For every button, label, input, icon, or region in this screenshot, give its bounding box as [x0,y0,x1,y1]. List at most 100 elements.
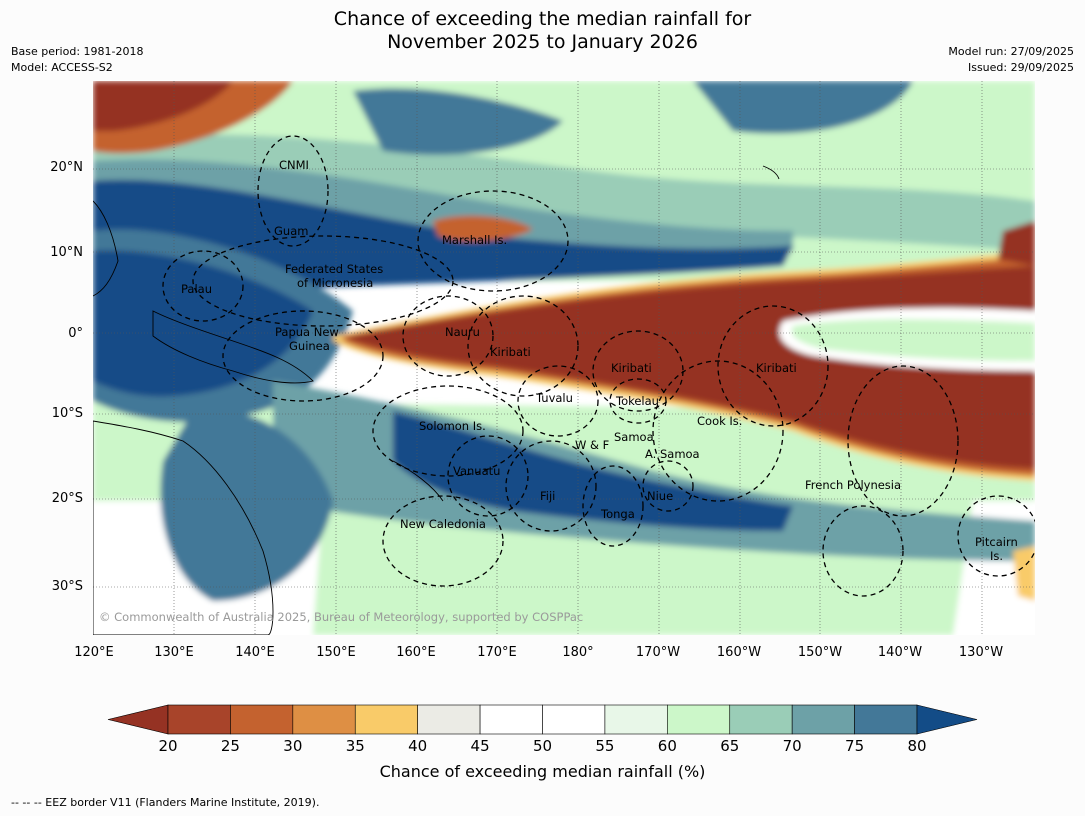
colorbar-tick-label: 45 [470,737,490,755]
colorbar-segment [604,704,668,735]
south-wet-band [273,381,1035,561]
metadata-left: Base period: 1981-2018 Model: ACCESS-S2 [11,44,143,76]
place-label-png-2: Guinea [289,339,330,353]
rainfall-map [93,81,1035,635]
place-label-cook: Cook Is. [697,414,743,428]
colorbar-segment [479,704,543,735]
colorbar [107,704,978,735]
colorbar-tick-label: 55 [595,737,615,755]
colorbar-segment [729,704,793,735]
lon-label-160e: 160°E [396,645,436,660]
colorbar-segment [292,704,356,735]
lon-label-170e: 170°E [477,645,517,660]
metadata-right: Model run: 27/09/2025 Issued: 29/09/2025 [948,44,1074,76]
colorbar-overflow-arrow [916,704,978,735]
colorbar-segment [417,704,481,735]
australia-coast [93,420,274,635]
place-label-niue: Niue [647,489,674,503]
place-label-kiribati-central: Kiribati [611,361,652,375]
place-label-wallis-futuna: W & F [575,438,610,452]
lat-label-20s: 20°S [51,491,83,506]
place-label-nauru: Nauru [445,325,480,339]
eez-kiribati-east [717,305,829,427]
place-label-kiribati-east: Kiribati [756,361,797,375]
lon-label-120e: 120°E [74,645,114,660]
colorbar-segment [167,704,231,735]
green-patch-east [791,319,1035,361]
northwest-dry-core [93,81,233,131]
eez-niue [642,460,694,512]
colorbar-segment [667,704,731,735]
title-line-1: Chance of exceeding the median rainfall … [333,8,752,30]
place-label-fiji: Fiji [540,489,556,503]
eez-kiribati-west [467,295,579,397]
lon-label-140w: 140°W [877,645,923,660]
issued-date: Issued: 29/09/2025 [967,61,1074,74]
lat-label-10n: 10°N [50,245,83,260]
eez-palau [162,250,244,322]
colorbar-tick-label: 20 [158,737,178,755]
map-canvas [93,81,1035,635]
colorbar-tick-label: 70 [782,737,802,755]
colorbar-tick-label: 50 [532,737,553,755]
eez-new-caledonia [382,495,504,587]
colorbar-tick-label: 35 [345,737,365,755]
new-caledonia-coast [392,460,444,502]
colorbar-tick-label: 40 [408,737,428,755]
colorbar-segment [354,704,418,735]
colorbar-tick-label: 80 [907,737,927,755]
title-line-2: November 2025 to January 2026 [387,31,698,53]
lon-label-150w: 150°W [797,645,843,660]
place-label-marshall: Marshall Is. [442,233,508,247]
lon-label-130e: 130°E [154,645,194,660]
place-label-pitcairn-2: Is. [990,549,1004,563]
eez-legend-note: -- -- -- EEZ border V11 (Flanders Marine… [11,796,320,809]
place-label-guam: Guam [274,224,309,238]
colorbar-tick-label: 75 [845,737,865,755]
place-label-solomon: Solomon Is. [419,419,486,433]
lon-label-150e: 150°E [316,645,356,660]
new-guinea-coast [152,310,314,384]
lon-label-180: 180° [562,645,594,660]
place-label-samoa: Samoa [614,430,654,444]
eez-austral [822,505,904,597]
graticule [93,81,1035,635]
colorbar-segment [542,704,606,735]
place-label-png-1: Papua New [275,325,339,339]
copyright-notice: © Commonwealth of Australia 2025, Bureau… [99,610,584,624]
eez-tuvalu [517,365,599,437]
eez-fiji [505,440,597,532]
east-dry-patch [998,221,1035,266]
eez-tonga [582,465,644,547]
place-label-tuvalu: Tuvalu [536,391,573,405]
lon-label-160w: 160°W [716,645,762,660]
eez-png [222,310,384,402]
warm-pool-wet-core [93,250,313,397]
place-label-pitcairn-1: Pitcairn [975,535,1018,549]
lat-label-10s: 10°S [51,406,83,421]
eez-marshall [417,190,569,292]
place-label-vanuatu: Vanuatu [453,464,501,478]
place-label-new-caledonia: New Caledonia [400,517,486,531]
place-label-fsm-1: Federated States [285,262,384,276]
north-wet-patch [353,88,563,155]
eez-borders [162,135,1035,597]
eez-solomon [372,385,524,477]
colorbar-tick-label: 30 [283,737,303,755]
place-label-american-samoa: A. Samoa [645,447,700,461]
place-label-french-polynesia: French Polynesia [805,478,902,492]
base-period: Base period: 1981-2018 [11,45,144,58]
place-label-tokelau: Tokelau [616,394,659,408]
eez-cnmi [257,135,329,247]
eez-nauru [402,295,494,377]
rainfall-fields [93,81,1035,635]
place-label-kiribati-west: Kiribati [490,345,531,359]
eez-kiribati-central [592,330,684,412]
map-title: Chance of exceeding the median rainfall … [0,8,1085,54]
place-label-tonga: Tonga [601,507,635,521]
marshall-dry-patch [433,215,533,242]
colorbar-tick-label: 65 [720,737,740,755]
colorbar-segment [230,704,294,735]
eez-tokelau [609,378,667,424]
lat-label-30s: 30°S [51,579,83,594]
